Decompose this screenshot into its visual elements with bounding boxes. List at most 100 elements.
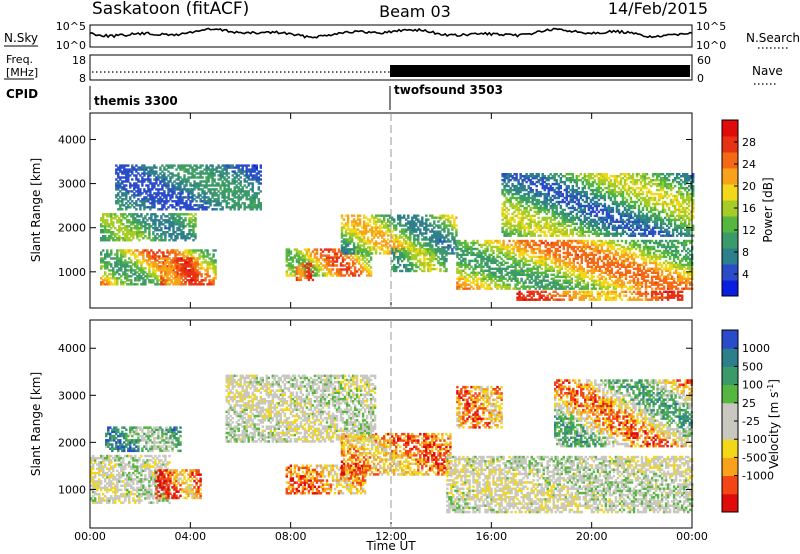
power-cell: [148, 267, 151, 270]
power-cell: [323, 254, 327, 257]
power-cell: [198, 263, 201, 266]
power-cell: [366, 222, 370, 225]
power-cell: [136, 267, 139, 270]
power-cell: [299, 272, 303, 276]
power-cell: [370, 234, 374, 237]
power-cell: [162, 239, 165, 242]
power-cell: [425, 244, 428, 247]
power-cell: [362, 234, 366, 237]
power-cell: [421, 224, 424, 227]
power-cell: [196, 259, 199, 262]
power-cell: [110, 281, 113, 284]
power-cell: [174, 255, 177, 258]
power-cell: [311, 260, 315, 263]
power-cell: [118, 273, 121, 276]
power-cell: [128, 231, 131, 234]
power-cell: [106, 275, 109, 278]
power-cell: [140, 261, 143, 264]
power-cell: [313, 256, 317, 259]
power-cell: [367, 260, 371, 263]
power-cell: [453, 252, 456, 255]
power-cell: [313, 266, 317, 269]
power-cell: [208, 257, 211, 260]
power-cell: [180, 253, 183, 256]
power-cell: [309, 270, 313, 273]
power-cell: [342, 234, 346, 237]
power-cell: [303, 272, 307, 276]
power-cell: [124, 273, 127, 276]
power-cell: [299, 276, 303, 280]
power-cell: [368, 240, 372, 243]
power-cell: [194, 249, 197, 252]
power-cell: [112, 277, 115, 280]
power-cell: [176, 223, 179, 226]
power-cell: [383, 252, 386, 255]
power-cell: [339, 264, 343, 267]
power-cell: [126, 235, 129, 238]
power-cell: [120, 251, 123, 254]
power-cell: [321, 250, 325, 253]
power-cell: [102, 249, 105, 252]
power-cell: [435, 257, 438, 261]
power-cell: [152, 261, 155, 264]
power-cell: [329, 260, 333, 263]
power-cell: [170, 213, 173, 216]
power-cell: [120, 283, 123, 286]
power-cell: [190, 259, 193, 262]
power-cell: [419, 230, 422, 233]
power-cell: [116, 229, 119, 232]
power-cell: [301, 262, 305, 266]
power-cell: [152, 267, 155, 270]
power-cell: [344, 222, 348, 225]
power-cell: [346, 250, 350, 253]
power-cell: [136, 263, 139, 266]
power-cell: [210, 283, 213, 286]
power-cell: [194, 283, 197, 286]
power-cell: [362, 240, 366, 243]
power-cell: [431, 230, 434, 233]
power-cell: [374, 230, 378, 233]
power-cell: [305, 248, 309, 251]
power-cell: [401, 244, 404, 247]
power-cell: [178, 217, 181, 220]
power-cell: [132, 215, 135, 218]
power-cell: [351, 262, 355, 265]
power-cell: [126, 231, 129, 234]
power-cell: [196, 271, 199, 274]
power-cell: [140, 235, 143, 238]
power-cell: [176, 267, 179, 270]
power-cell: [124, 249, 127, 252]
power-cell: [100, 225, 103, 228]
power-cell: [140, 221, 143, 224]
power-cell: [142, 269, 145, 272]
power-cell: [381, 244, 384, 247]
power-cell: [182, 279, 185, 282]
power-cell: [377, 246, 380, 249]
power-cell: [130, 269, 133, 272]
power-cell: [102, 257, 105, 260]
power-cell: [124, 237, 127, 240]
power-cell: [132, 269, 135, 272]
power-cell: [100, 267, 103, 270]
power-cell: [383, 250, 386, 253]
power-cell: [172, 277, 175, 280]
power-cell: [192, 239, 195, 242]
power-cell: [120, 249, 123, 252]
power-cell: [116, 255, 119, 258]
power-cell: [146, 223, 149, 226]
power-cell: [170, 217, 173, 220]
power-cell: [295, 266, 299, 270]
power-cell: [186, 255, 189, 258]
power-cell: [411, 242, 414, 245]
power-cell: [556, 257, 559, 261]
power-cell: [204, 259, 207, 262]
power-cell: [182, 275, 185, 278]
power-cell: [403, 234, 406, 237]
power-cell: [116, 283, 119, 286]
power-cell: [188, 273, 191, 276]
power-cell: [134, 231, 137, 234]
power-cell: [439, 230, 442, 233]
power-cell: [170, 263, 173, 266]
power-cell: [180, 283, 183, 286]
power-cell: [399, 216, 402, 219]
